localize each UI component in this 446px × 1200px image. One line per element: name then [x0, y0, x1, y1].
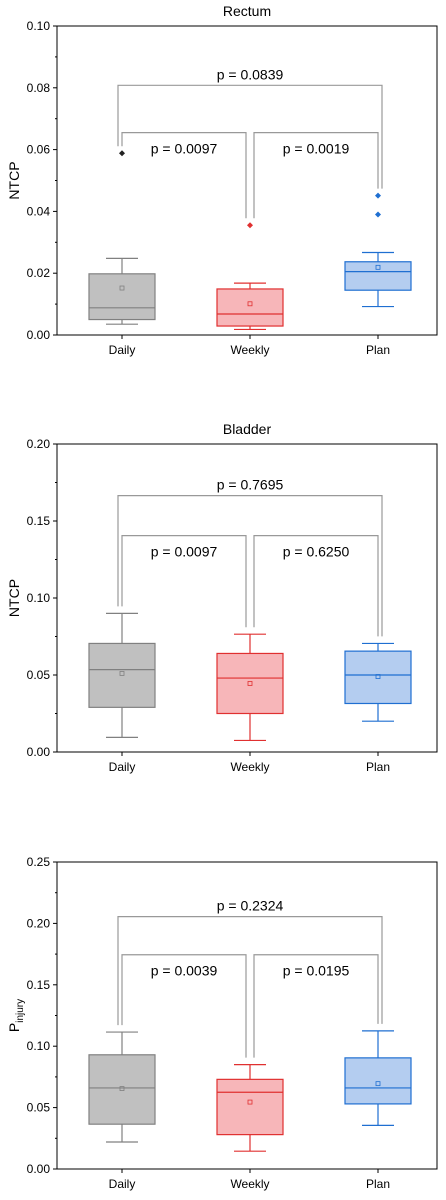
y-tick-label: 0.20 [27, 437, 51, 451]
y-tick-label: 0.20 [27, 916, 51, 930]
x-tick-label: Plan [366, 343, 390, 357]
y-tick-label: 0.10 [27, 1039, 51, 1053]
p-value-label: p = 0.0839 [217, 66, 284, 82]
y-axis-label-main: NTCP [6, 579, 22, 617]
iqr-box [344, 1057, 412, 1105]
y-tick-label: 0.15 [27, 514, 51, 528]
iqr-box [344, 650, 412, 705]
outlier-point [375, 192, 381, 199]
p-value-label: p = 0.0039 [151, 963, 218, 979]
bracket-line [117, 916, 383, 1026]
chart-panel-1: Rectum 0.00 0.02 0.04 0.06 0.08 0.10 NTCP Daily W… [6, 3, 438, 357]
iqr-box [216, 288, 284, 327]
box-weekly [216, 633, 284, 742]
y-tick-label: 0.00 [27, 328, 51, 342]
significance-bracket: p = 0.0195 [253, 954, 379, 1058]
significance-bracket: p = 0.0097 [121, 535, 247, 628]
significance-bracket: p = 0.6250 [253, 535, 379, 637]
y-axis-label: NTCP [6, 161, 22, 199]
x-tick-label: Daily [109, 1177, 136, 1191]
y-tick-label: 0.05 [27, 668, 51, 682]
outlier-point [119, 150, 125, 157]
mean-marker [119, 285, 125, 291]
bracket-line [121, 954, 247, 1058]
p-value-label: p = 0.0097 [151, 141, 218, 157]
x-tick-label: Weekly [230, 343, 269, 357]
significance-bracket: p = 0.7695 [117, 477, 383, 637]
iqr-box [88, 1054, 156, 1125]
y-axis-label: NTCP [6, 579, 22, 617]
y-axis-label: Pinjury [6, 999, 26, 1032]
p-value-label: p = 0.0097 [151, 544, 218, 560]
y-tick-label: 0.00 [27, 1162, 51, 1176]
significance-bracket: p = 0.0097 [121, 132, 247, 219]
y-tick-label: 0.00 [27, 745, 51, 759]
x-tick-label: Plan [366, 760, 390, 774]
outlier-point [247, 222, 253, 229]
y-tick-label: 0.10 [27, 591, 51, 605]
mean-marker [375, 264, 381, 270]
y-tick-label: 0.06 [27, 143, 51, 157]
chart-title: Bladder [223, 421, 272, 437]
x-tick-label: Daily [109, 760, 136, 774]
mean-marker [247, 1099, 253, 1105]
box-plan [344, 192, 412, 308]
mean-marker [375, 1081, 381, 1087]
bracket-line [117, 494, 383, 637]
significance-bracket: p = 0.0039 [121, 954, 247, 1058]
y-tick-label: 0.04 [27, 204, 51, 218]
box-daily [88, 1031, 156, 1143]
y-axis-label-main: NTCP [6, 161, 22, 199]
iqr-box [88, 273, 156, 321]
significance-bracket: p = 0.2324 [117, 898, 383, 1026]
y-tick-label: 0.05 [27, 1101, 51, 1115]
box-daily [88, 612, 156, 738]
y-axis-label-subscript: injury [15, 999, 26, 1023]
y-tick-label: 0.25 [27, 855, 51, 869]
chart-panel-2: Bladder 0.00 0.05 0.10 0.15 0.20 NTCP Daily Week… [6, 421, 438, 774]
bracket-line [253, 132, 379, 219]
box-plan [344, 642, 412, 722]
mean-marker [119, 1086, 125, 1091]
x-tick-label: Daily [109, 343, 136, 357]
mean-marker [247, 301, 253, 307]
mean-marker [375, 674, 381, 679]
y-tick-label: 0.15 [27, 978, 51, 992]
iqr-box [216, 652, 284, 715]
p-value-label: p = 0.2324 [217, 898, 284, 914]
p-value-label: p = 0.7695 [217, 477, 284, 493]
bracket-line [253, 954, 379, 1058]
bracket-line [253, 535, 379, 637]
x-tick-label: Plan [366, 1177, 390, 1191]
x-tick-label: Weekly [230, 760, 269, 774]
iqr-box [344, 261, 412, 291]
box-plan [344, 1030, 412, 1127]
mean-marker [247, 681, 253, 686]
y-axis-label-main: P [6, 1023, 22, 1032]
y-tick-label: 0.10 [27, 19, 51, 33]
x-tick-label: Weekly [230, 1177, 269, 1191]
chart-panel-3: 0.00 0.05 0.10 0.15 0.20 0.25 Pinjury Daily Week… [6, 855, 438, 1191]
iqr-box [216, 1078, 284, 1136]
significance-bracket: p = 0.0839 [117, 66, 383, 189]
y-tick-label: 0.02 [27, 266, 51, 280]
chart-title: Rectum [223, 3, 271, 19]
bracket-line [121, 132, 247, 219]
outlier-point [375, 211, 381, 218]
box-weekly [216, 222, 284, 331]
p-value-label: p = 0.0195 [283, 963, 350, 979]
iqr-box [88, 642, 156, 708]
y-tick-label: 0.08 [27, 81, 51, 95]
p-value-label: p = 0.0019 [283, 141, 350, 157]
bracket-line [117, 84, 383, 189]
mean-marker [119, 671, 125, 676]
significance-bracket: p = 0.0019 [253, 132, 379, 219]
box-weekly [216, 1064, 284, 1152]
p-value-label: p = 0.6250 [283, 544, 350, 560]
bracket-line [121, 535, 247, 628]
box-daily [88, 150, 156, 325]
